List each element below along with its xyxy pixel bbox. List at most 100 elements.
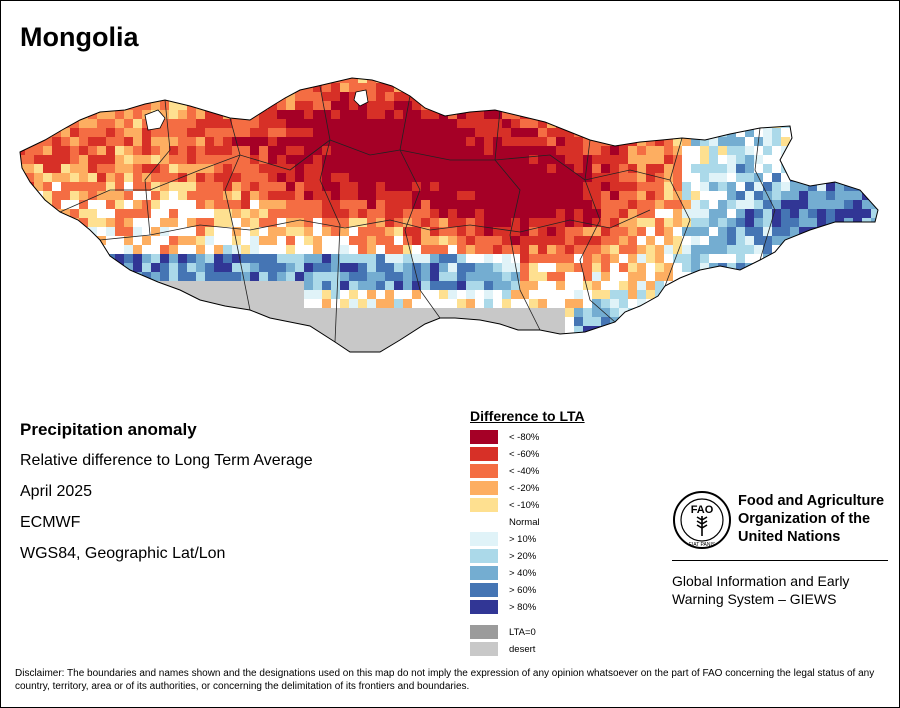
- anomaly-cell: [286, 182, 295, 191]
- anomaly-cell: [304, 353, 313, 360]
- anomaly-cell: [232, 191, 241, 200]
- anomaly-cell: [862, 335, 871, 344]
- anomaly-cell: [844, 308, 853, 317]
- anomaly-cell: [610, 83, 619, 92]
- anomaly-cell: [214, 308, 223, 317]
- anomaly-cell: [853, 299, 862, 308]
- anomaly-cell: [826, 191, 835, 200]
- anomaly-cell: [556, 101, 565, 110]
- anomaly-cell: [880, 272, 889, 281]
- anomaly-cell: [34, 227, 43, 236]
- anomaly-cell: [655, 209, 664, 218]
- anomaly-cell: [79, 272, 88, 281]
- fao-name: Food and Agriculture Organization of the…: [738, 492, 898, 546]
- anomaly-cell: [862, 101, 871, 110]
- anomaly-cell: [79, 353, 88, 360]
- anomaly-cell: [169, 317, 178, 326]
- anomaly-cell: [826, 209, 835, 218]
- anomaly-cell: [232, 119, 241, 128]
- anomaly-cell: [601, 326, 610, 335]
- anomaly-cell: [385, 146, 394, 155]
- anomaly-cell: [34, 218, 43, 227]
- anomaly-cell: [322, 128, 331, 137]
- anomaly-cell: [565, 245, 574, 254]
- anomaly-cell: [862, 344, 871, 352]
- anomaly-cell: [196, 344, 205, 352]
- anomaly-cell: [799, 344, 808, 352]
- anomaly-cell: [592, 290, 601, 299]
- anomaly-cell: [826, 281, 835, 290]
- anomaly-cell: [43, 281, 52, 290]
- anomaly-cell: [43, 182, 52, 191]
- anomaly-cell: [538, 119, 547, 128]
- anomaly-cell: [529, 182, 538, 191]
- anomaly-cell: [34, 344, 43, 352]
- anomaly-cell: [304, 200, 313, 209]
- anomaly-cell: [457, 254, 466, 263]
- anomaly-cell: [817, 110, 826, 119]
- anomaly-cell: [736, 182, 745, 191]
- anomaly-cell: [34, 263, 43, 272]
- anomaly-cell: [484, 326, 493, 335]
- anomaly-cell: [700, 78, 709, 83]
- anomaly-cell: [772, 182, 781, 191]
- anomaly-cell: [322, 101, 331, 110]
- anomaly-cell: [781, 281, 790, 290]
- anomaly-cell: [412, 164, 421, 173]
- legend-label: < -80%: [509, 432, 540, 443]
- anomaly-cell: [43, 317, 52, 326]
- anomaly-cell: [592, 299, 601, 308]
- anomaly-cell: [835, 200, 844, 209]
- anomaly-cell: [403, 281, 412, 290]
- anomaly-cell: [745, 164, 754, 173]
- anomaly-cell: [313, 209, 322, 218]
- anomaly-cell: [376, 353, 385, 360]
- anomaly-cell: [151, 209, 160, 218]
- anomaly-cell: [349, 146, 358, 155]
- anomaly-cell: [16, 353, 25, 360]
- anomaly-cell: [313, 227, 322, 236]
- anomaly-cell: [817, 164, 826, 173]
- anomaly-cell: [628, 245, 637, 254]
- anomaly-cell: [43, 344, 52, 352]
- anomaly-cell: [70, 317, 79, 326]
- anomaly-cell: [178, 335, 187, 344]
- anomaly-cell: [592, 317, 601, 326]
- anomaly-cell: [583, 110, 592, 119]
- anomaly-cell: [358, 272, 367, 281]
- anomaly-cell: [880, 209, 889, 218]
- anomaly-cell: [844, 200, 853, 209]
- anomaly-cell: [295, 290, 304, 299]
- anomaly-cell: [601, 155, 610, 164]
- anomaly-cell: [34, 299, 43, 308]
- anomaly-cell: [34, 78, 43, 83]
- fao-emblem-icon: FAO FIAT PANIS: [673, 491, 731, 549]
- anomaly-cell: [313, 353, 322, 360]
- anomaly-cell: [493, 218, 502, 227]
- anomaly-cell: [754, 335, 763, 344]
- anomaly-cell: [808, 191, 817, 200]
- anomaly-cell: [610, 236, 619, 245]
- anomaly-cell: [403, 78, 412, 83]
- anomaly-cell: [340, 164, 349, 173]
- anomaly-cell: [322, 200, 331, 209]
- anomaly-cell: [151, 155, 160, 164]
- anomaly-cell: [583, 146, 592, 155]
- anomaly-cell: [304, 137, 313, 146]
- anomaly-cell: [547, 353, 556, 360]
- anomaly-cell: [286, 254, 295, 263]
- anomaly-cell: [169, 353, 178, 360]
- anomaly-cell: [853, 164, 862, 173]
- anomaly-cell: [826, 272, 835, 281]
- anomaly-cell: [43, 218, 52, 227]
- anomaly-cell: [25, 281, 34, 290]
- anomaly-cell: [43, 335, 52, 344]
- anomaly-cell: [700, 299, 709, 308]
- anomaly-cell: [682, 155, 691, 164]
- anomaly-cell: [475, 101, 484, 110]
- anomaly-cell: [457, 101, 466, 110]
- anomaly-cell: [196, 308, 205, 317]
- anomaly-cell: [421, 227, 430, 236]
- anomaly-cell: [475, 173, 484, 182]
- anomaly-cell: [745, 119, 754, 128]
